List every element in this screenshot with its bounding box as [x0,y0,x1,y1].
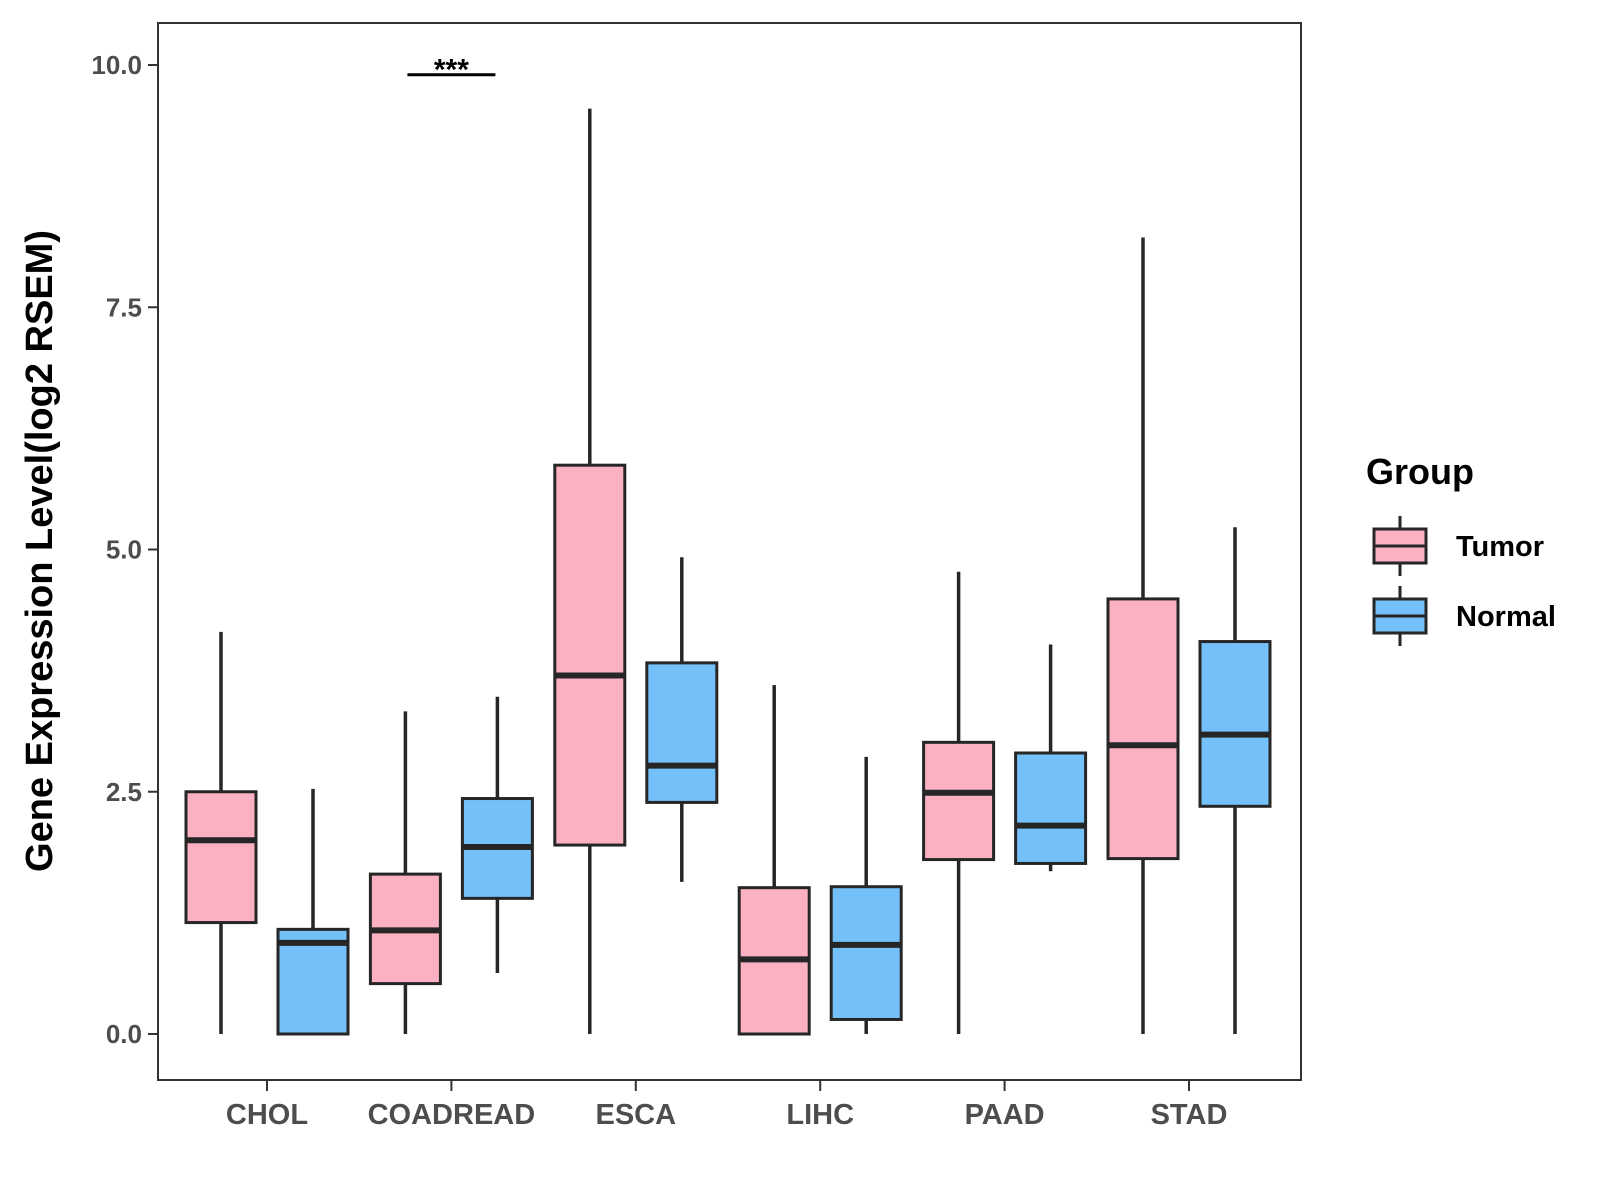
series-normal [276,527,1272,1036]
box-tumor-coadread [368,711,442,1034]
x-tick-label: LIHC [786,1099,854,1131]
series-tumor [184,108,1180,1036]
y-tick-label: 7.5 [106,292,142,322]
box-iqr [1106,597,1180,861]
x-tick-label: CHOL [226,1099,308,1131]
x-tick-label: ESCA [596,1099,677,1131]
y-axis: 0.0 2.5 5.0 7.5 10.0 [91,50,158,1049]
box-normal-chol [276,788,350,1036]
legend: Group Tumor Normal [1366,451,1556,646]
box-tumor-paad [922,571,996,1034]
box-iqr [184,790,258,925]
box-tumor-stad [1106,237,1180,1034]
box-iqr [922,740,996,862]
plot-panel [157,22,1302,1081]
x-tick-label: PAAD [965,1099,1045,1131]
box-normal-esca [645,557,719,882]
y-axis-title: Gene Expression Level(log2 RSEM) [19,230,61,872]
legend-title: Group [1366,451,1474,492]
box-tumor-esca [553,108,627,1034]
x-axis: CHOL COADREAD ESCA LIHC PAAD STAD [226,1080,1227,1131]
box-normal-coadread [460,696,534,973]
box-iqr [829,885,903,1021]
legend-key-tumor [1372,516,1428,576]
box-iqr [645,661,719,804]
y-tick-label: 2.5 [106,777,142,807]
y-tick-label: 0.0 [106,1019,142,1049]
significance-annotations: *** [407,54,496,87]
legend-key-normal [1372,586,1428,646]
box-tumor-chol [184,631,258,1034]
x-tick-label: STAD [1151,1099,1228,1131]
y-tick-label: 10.0 [91,50,142,80]
box-iqr [1198,640,1272,808]
box-normal-stad [1198,527,1272,1034]
x-tick-label: COADREAD [368,1099,536,1131]
legend-label-normal: Normal [1456,601,1556,633]
significance-label: *** [434,54,469,87]
box-normal-lihc [829,756,903,1034]
y-tick-label: 5.0 [106,535,142,565]
legend-label-tumor: Tumor [1456,531,1544,563]
box-iqr [1014,751,1088,865]
box-iqr [276,927,350,1036]
box-tumor-lihc [737,685,811,1036]
box-series [184,108,1272,1036]
box-iqr [553,463,627,847]
box-normal-paad [1014,644,1088,872]
